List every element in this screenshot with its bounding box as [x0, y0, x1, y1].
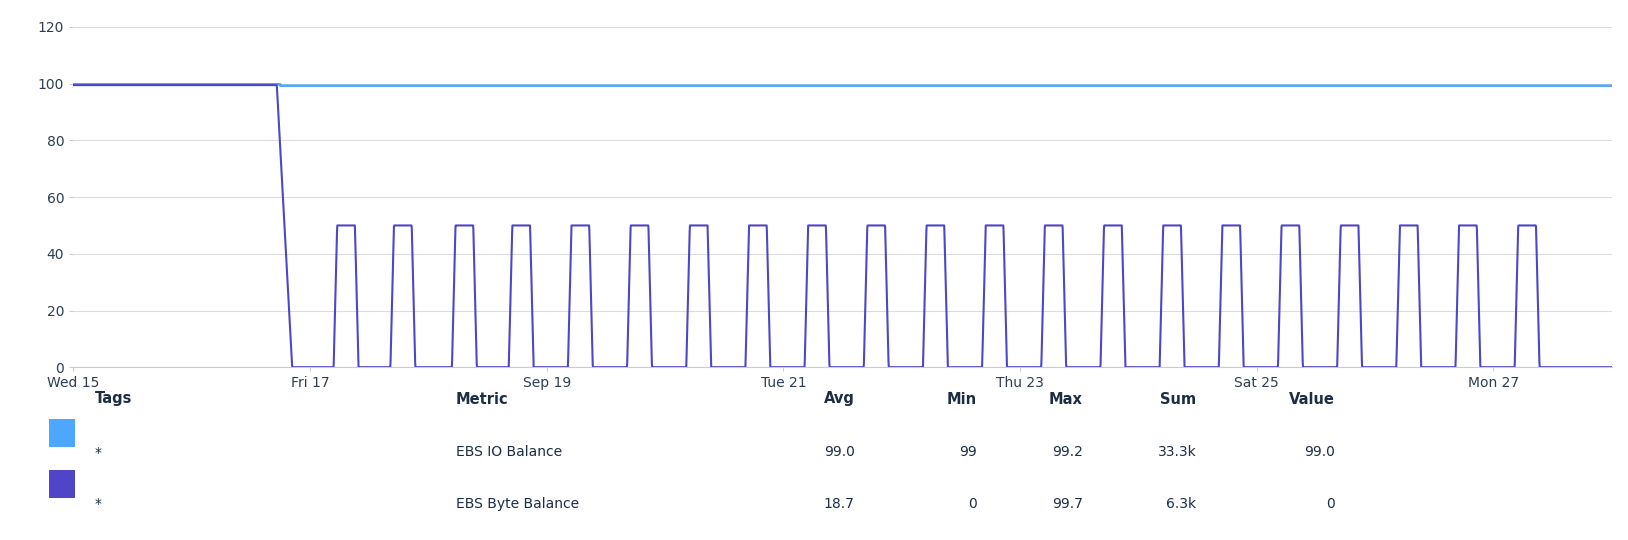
Text: 18.7: 18.7: [824, 497, 855, 511]
Text: 99.0: 99.0: [1304, 446, 1335, 460]
Text: 33.3k: 33.3k: [1158, 446, 1197, 460]
Text: 0: 0: [1327, 497, 1335, 511]
Text: 99.7: 99.7: [1052, 497, 1083, 511]
Text: EBS IO Balance: EBS IO Balance: [456, 446, 562, 460]
Text: Max: Max: [1048, 392, 1083, 407]
Text: *: *: [94, 446, 101, 460]
Text: Avg: Avg: [824, 392, 855, 407]
Text: Min: Min: [946, 392, 977, 407]
Text: 0: 0: [969, 497, 977, 511]
Text: 6.3k: 6.3k: [1166, 497, 1197, 511]
Text: *: *: [94, 497, 101, 511]
Text: Sum: Sum: [1161, 392, 1197, 407]
Text: 99.2: 99.2: [1052, 446, 1083, 460]
Text: Value: Value: [1289, 392, 1335, 407]
Text: 99.0: 99.0: [824, 446, 855, 460]
Text: EBS Byte Balance: EBS Byte Balance: [456, 497, 580, 511]
Text: Metric: Metric: [456, 392, 508, 407]
Text: 99: 99: [959, 446, 977, 460]
Text: Tags: Tags: [94, 392, 132, 407]
